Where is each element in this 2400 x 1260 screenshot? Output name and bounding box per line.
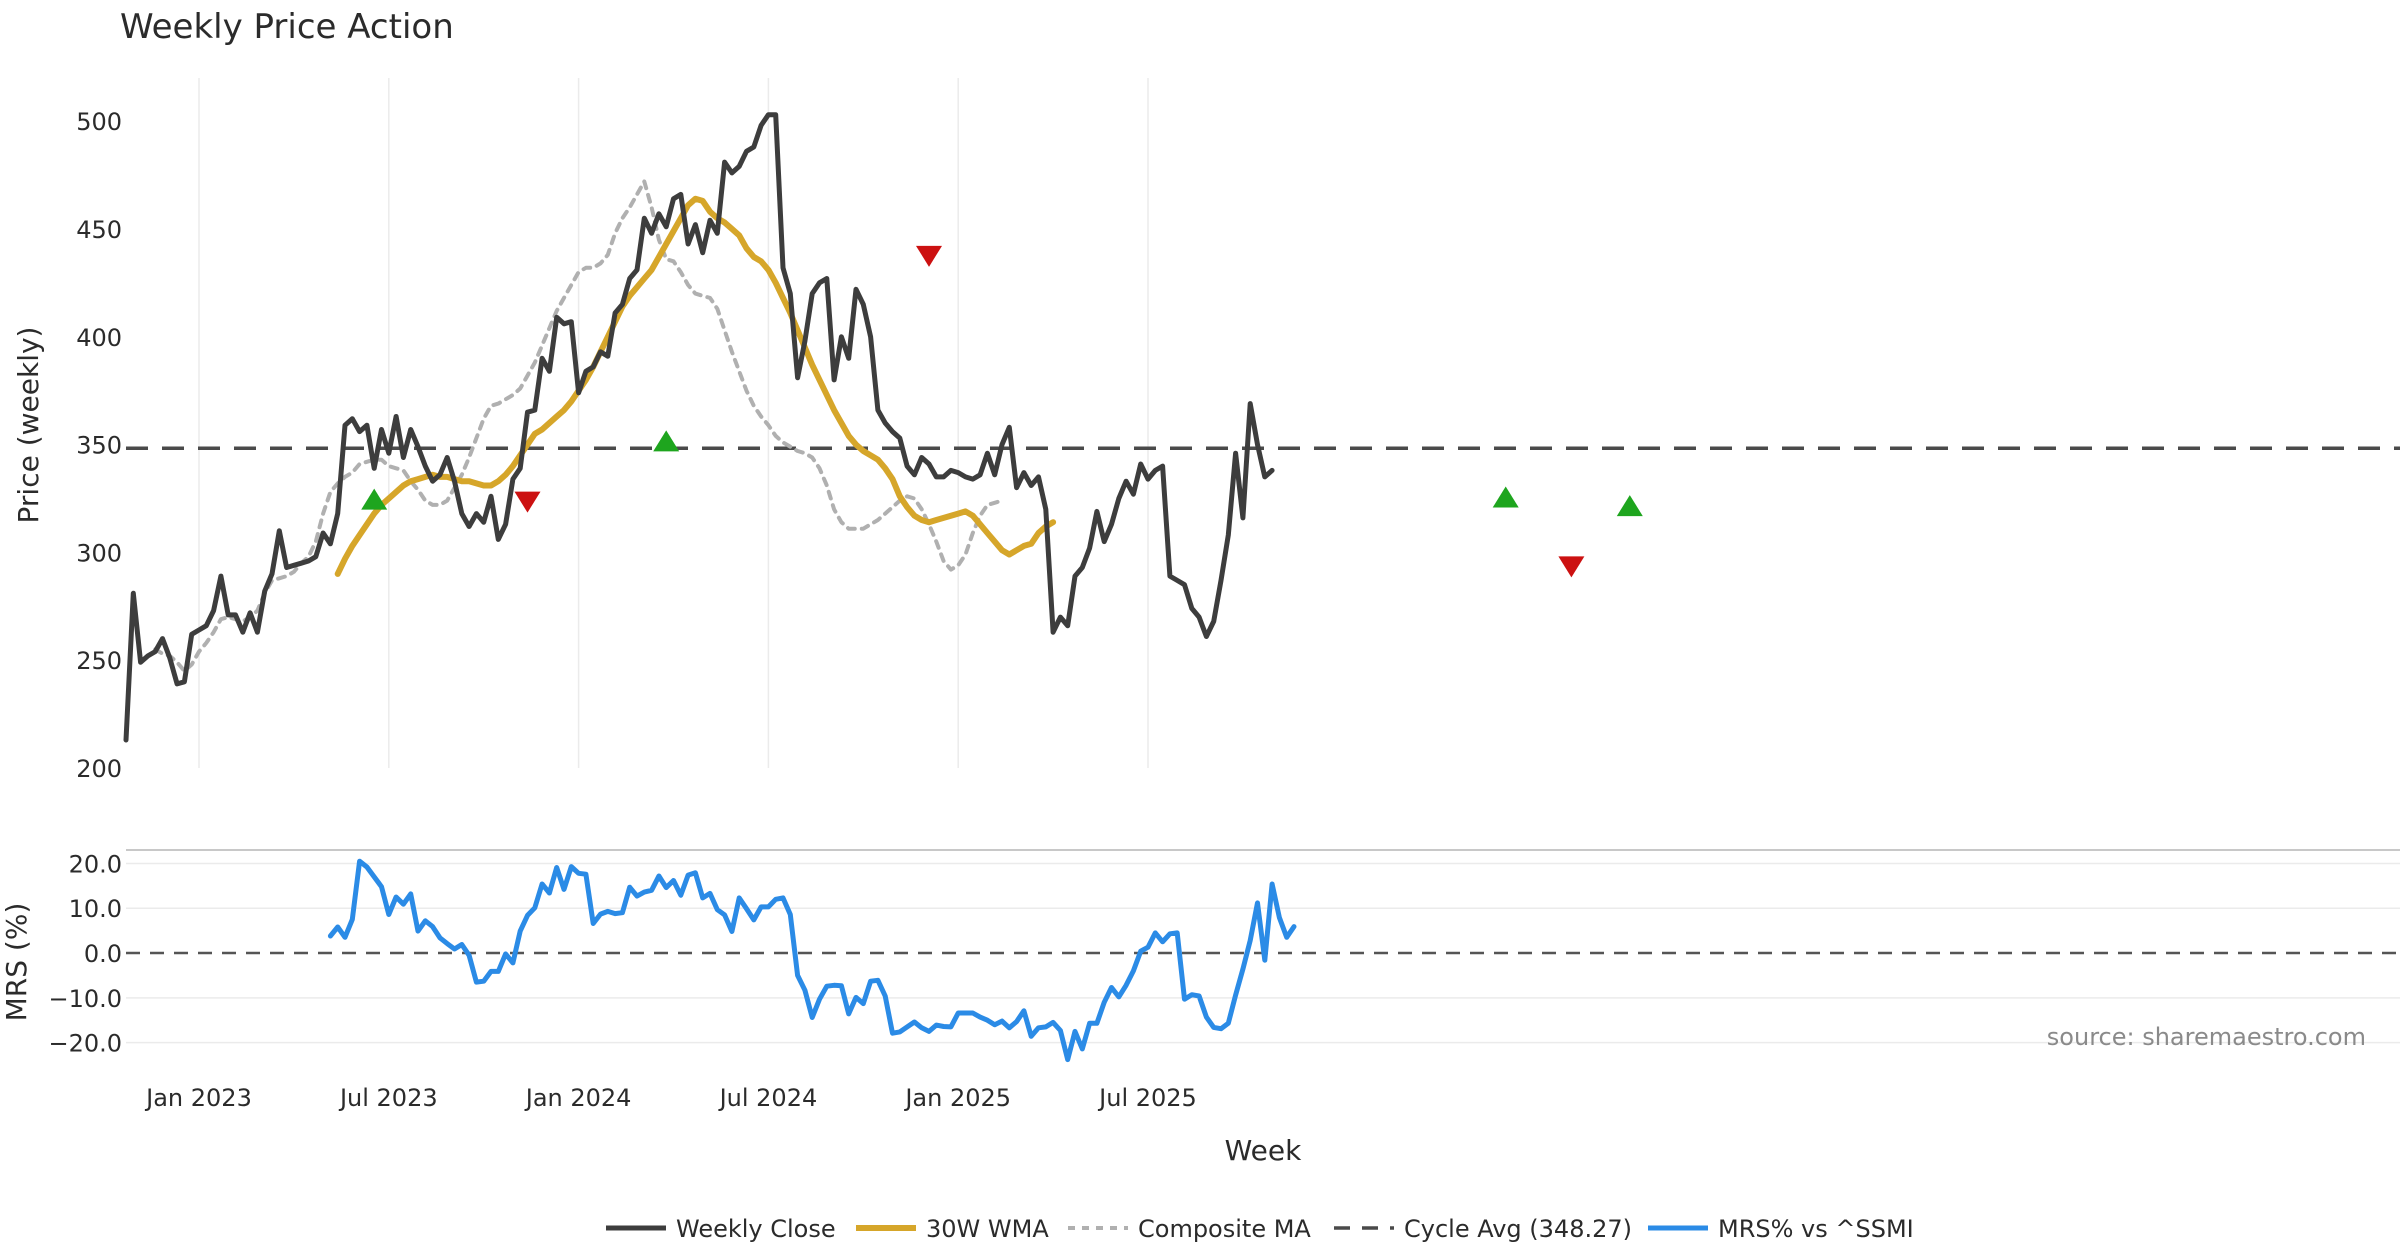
price-y-tick-label: 450	[76, 216, 122, 244]
buy-signal-marker	[361, 488, 388, 510]
price-series-group	[123, 112, 2400, 743]
mrs-y-tick-label: 0.0	[84, 940, 122, 968]
mrs-series-line	[327, 858, 1297, 1063]
close-legend-label: Weekly Close	[676, 1215, 836, 1243]
x-tick-label: Jul 2023	[338, 1084, 438, 1112]
mrs-gridlines	[126, 862, 2400, 1044]
price-axis-label: Price (weekly)	[12, 327, 45, 524]
legend: Weekly Close 30W WMA Composite MA Cycle Avg…	[606, 1215, 1914, 1243]
price-y-tick-label: 250	[76, 647, 122, 675]
signal-markers	[361, 245, 1643, 578]
mrs-axis-label: MRS (%)	[0, 903, 33, 1022]
mrs-y-tick-label: −20.0	[48, 1030, 122, 1058]
close-series-line	[123, 112, 1275, 743]
mrs-y-tick-label: 20.0	[69, 850, 122, 878]
chart-title: Weekly Price Action	[120, 7, 454, 47]
price-y-tick-label: 500	[76, 108, 122, 136]
mrs-y-ticks: 20.0 10.0 0.0 −10.0 −20.0	[48, 850, 122, 1057]
composite-legend-label: Composite MA	[1138, 1215, 1311, 1243]
x-tick-label: Jan 2025	[903, 1084, 1011, 1112]
price-y-ticks: 200 250 300 350 400 450 500	[76, 108, 122, 783]
x-tick-label: Jan 2023	[144, 1084, 252, 1112]
cycle-legend-label: Cycle Avg (348.27)	[1404, 1215, 1632, 1243]
price-y-tick-label: 350	[76, 432, 122, 460]
mrs-y-tick-label: 10.0	[69, 895, 122, 923]
mrs-legend-label: MRS% vs ^SSMI	[1718, 1215, 1914, 1243]
sell-signal-marker	[514, 491, 541, 513]
price-y-tick-label: 200	[76, 755, 122, 783]
buy-signal-marker	[1492, 486, 1519, 508]
mrs-y-tick-label: −10.0	[48, 985, 122, 1013]
sell-signal-marker	[916, 245, 942, 267]
x-tick-label: Jan 2024	[524, 1084, 632, 1112]
x-axis-label: Week	[1225, 1134, 1302, 1167]
x-axis-ticks: Jan 2023 Jul 2023 Jan 2024 Jul 2024 Jan 2025…	[144, 1084, 1197, 1112]
price-y-tick-label: 400	[76, 324, 122, 352]
x-tick-label: Jul 2024	[718, 1084, 818, 1112]
wma-legend-label: 30W WMA	[926, 1215, 1049, 1243]
mrs-series-group	[126, 858, 2400, 1063]
composite-series-line	[153, 179, 1004, 673]
price-y-tick-label: 300	[76, 539, 122, 567]
x-tick-label: Jul 2025	[1097, 1084, 1197, 1112]
sell-signal-marker	[1558, 556, 1585, 578]
buy-signal-marker	[653, 430, 680, 452]
source-note: source: sharemaestro.com	[2047, 1023, 2366, 1051]
price-gridlines	[198, 78, 1149, 768]
buy-signal-marker	[1616, 495, 1643, 517]
wma-series-line	[334, 195, 1057, 577]
